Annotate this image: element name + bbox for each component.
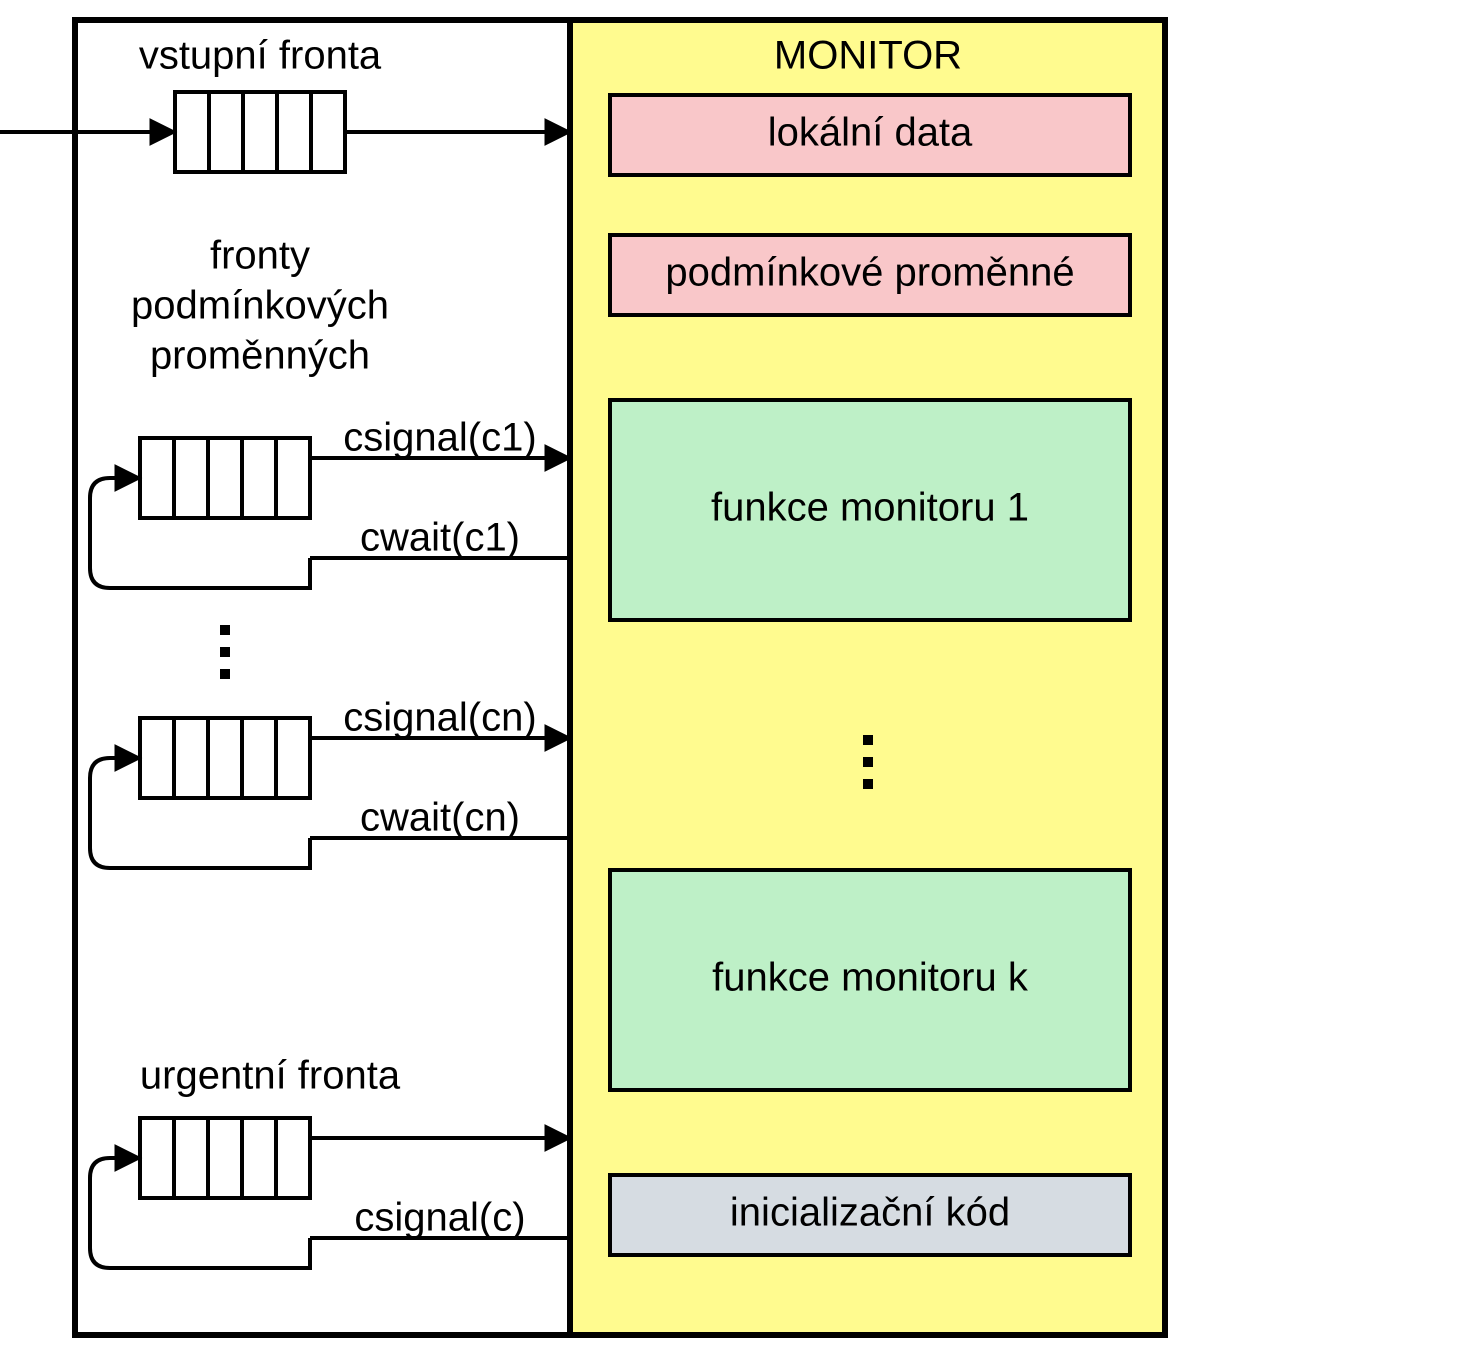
monitor-panel: [570, 20, 1165, 1335]
label-input-queue: vstupní fronta: [139, 34, 382, 78]
dots-right-0: [863, 735, 873, 745]
box-label-local_data: lokální data: [768, 111, 973, 155]
queue-urgent: [140, 1118, 310, 1198]
label-cond-queues-1: podmínkových: [131, 284, 389, 328]
label-csignal-c1: csignal(c1): [343, 416, 536, 460]
label-cwait-cn: cwait(cn): [360, 796, 520, 840]
queue-cond1: [140, 438, 310, 518]
label-urgent-queue: urgentní fronta: [140, 1054, 401, 1098]
queue-condn: [140, 718, 310, 798]
queue-input: [175, 92, 345, 172]
dots-left-2: [220, 669, 230, 679]
dots-left-0: [220, 625, 230, 635]
box-label-init: inicializační kód: [730, 1191, 1010, 1235]
monitor-title: MONITOR: [774, 34, 962, 78]
label-cond-queues-2: proměnných: [150, 334, 370, 378]
box-label-cond_vars: podmínkové proměnné: [665, 251, 1074, 295]
label-csignal-c: csignal(c): [354, 1196, 525, 1240]
dots-right-2: [863, 779, 873, 789]
dots-right-1: [863, 757, 873, 767]
box-label-funck: funkce monitoru k: [712, 956, 1029, 1000]
dots-left-1: [220, 647, 230, 657]
label-cwait-c1: cwait(c1): [360, 516, 520, 560]
label-cond-queues-0: fronty: [210, 234, 310, 278]
label-csignal-cn: csignal(cn): [343, 696, 536, 740]
box-label-func1: funkce monitoru 1: [711, 486, 1029, 530]
